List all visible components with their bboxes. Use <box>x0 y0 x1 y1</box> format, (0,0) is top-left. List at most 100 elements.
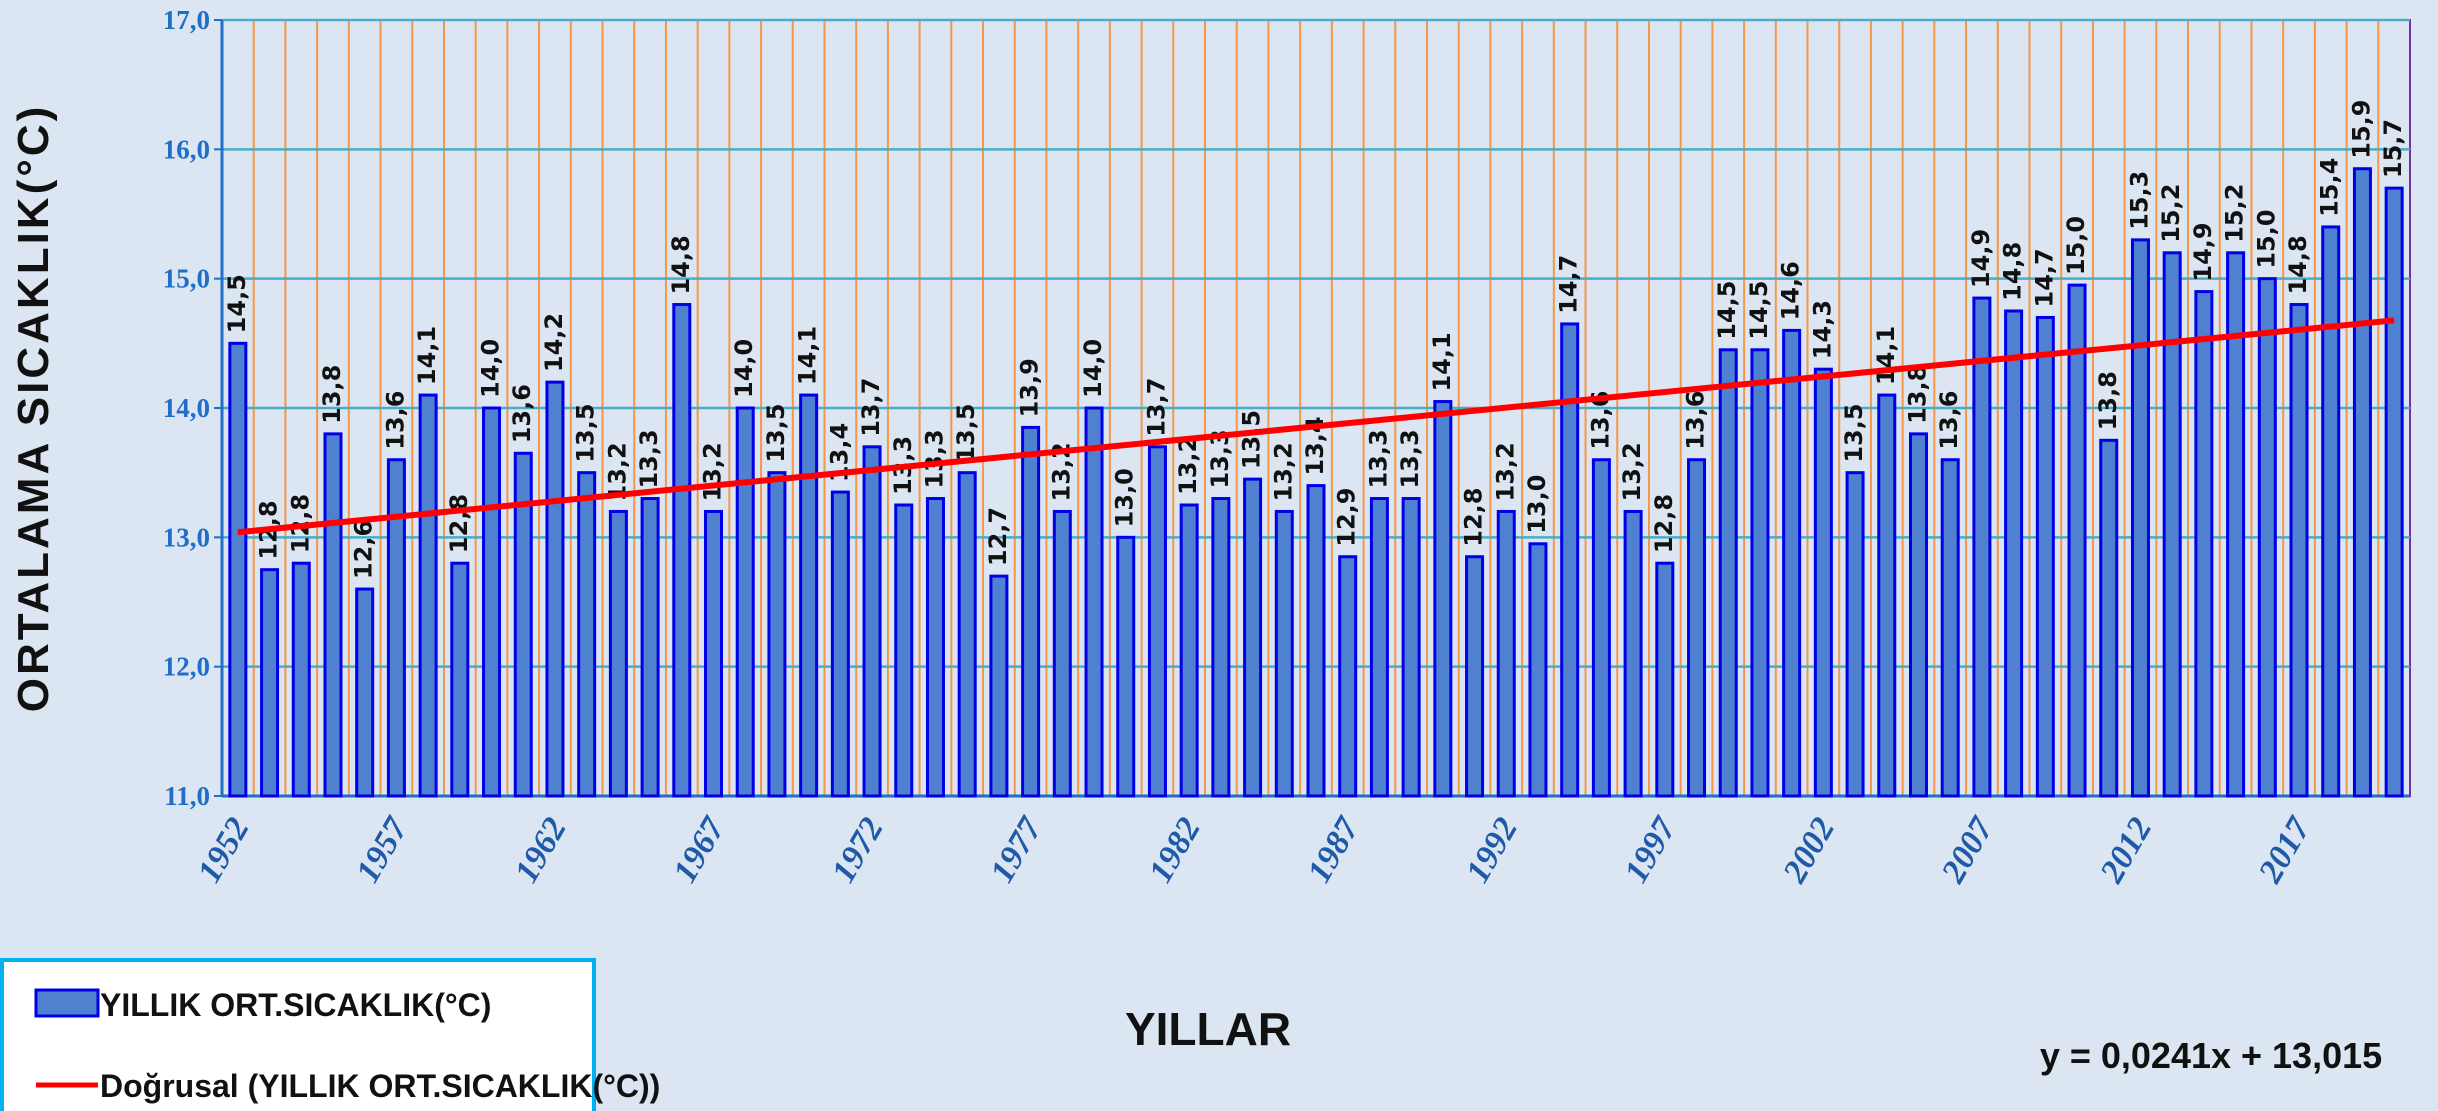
data-label: 13,5 <box>762 403 790 462</box>
bar <box>1084 406 1104 798</box>
bar <box>2067 283 2087 798</box>
data-label: 12,8 <box>1650 494 1678 553</box>
y-tick-label: 17,0 <box>163 5 210 35</box>
bar <box>2289 303 2309 798</box>
bar <box>672 303 692 798</box>
y-tick-label: 16,0 <box>163 134 210 164</box>
data-label: 13,8 <box>2094 371 2122 430</box>
data-label: 14,2 <box>540 313 568 372</box>
bar <box>735 406 755 798</box>
data-label: 14,0 <box>1079 339 1107 398</box>
bar <box>704 509 724 798</box>
bar <box>925 497 945 798</box>
bar <box>1908 432 1928 798</box>
bar <box>2099 438 2119 798</box>
data-label: 12,9 <box>1333 488 1361 547</box>
data-label: 15,0 <box>2062 216 2090 275</box>
data-label: 13,2 <box>1491 442 1519 501</box>
bar <box>1179 503 1199 798</box>
legend-label: Doğrusal (YILLIK ORT.SICAKLIK(°C)) <box>100 1068 660 1104</box>
y-tick-label: 14,0 <box>163 393 210 423</box>
data-label: 15,2 <box>2221 184 2249 243</box>
y-tick-label: 15,0 <box>163 264 210 294</box>
trend-equation: y = 0,0241x + 13,015 <box>2040 1035 2382 1076</box>
bar <box>386 458 406 798</box>
bar <box>1750 348 1770 798</box>
data-label: 12,6 <box>350 520 378 579</box>
bar <box>1591 458 1611 798</box>
bar <box>1845 471 1865 798</box>
bar <box>957 471 977 798</box>
bar <box>1369 497 1389 798</box>
bar <box>2226 251 2246 798</box>
bar <box>862 445 882 798</box>
bar <box>2035 315 2055 798</box>
bar <box>323 432 343 798</box>
y-tick-label: 12,0 <box>163 652 210 682</box>
bar <box>1528 542 1548 798</box>
bar <box>1401 497 1421 798</box>
bar <box>1338 555 1358 798</box>
data-label: 15,2 <box>2157 184 2185 243</box>
data-label: 14,5 <box>1745 281 1773 340</box>
legend <box>0 958 596 1111</box>
data-label: 13,3 <box>1396 429 1424 488</box>
data-label: 13,6 <box>1935 391 1963 450</box>
bar <box>450 561 470 798</box>
bar <box>2321 225 2341 798</box>
y-axis-title: ORTALAMA SICAKLIK(°C) <box>9 104 58 713</box>
data-label: 13,0 <box>1523 475 1551 534</box>
bar <box>577 471 597 798</box>
data-label: 14,0 <box>477 339 505 398</box>
legend-label: YILLIK ORT.SICAKLIK(°C) <box>100 987 491 1023</box>
data-label: 14,1 <box>1872 326 1900 385</box>
data-label: 13,2 <box>699 442 727 501</box>
bar <box>799 393 819 798</box>
data-label: 13,2 <box>1174 436 1202 495</box>
data-label: 12,8 <box>1460 488 1488 547</box>
bar <box>989 574 1009 798</box>
bar <box>1243 477 1263 798</box>
data-label: 15,7 <box>2379 119 2407 178</box>
data-label: 14,9 <box>1967 229 1995 288</box>
data-label: 13,5 <box>952 403 980 462</box>
data-label: 13,0 <box>1111 468 1139 527</box>
bar <box>2004 309 2024 798</box>
data-label: 13,5 <box>572 403 600 462</box>
x-axis-title: YILLAR <box>1125 1003 1291 1055</box>
bar <box>1560 322 1580 798</box>
data-label: 14,1 <box>1428 332 1456 391</box>
data-label: 13,3 <box>635 429 663 488</box>
data-label: 14,1 <box>413 326 441 385</box>
bar <box>1972 296 1992 798</box>
data-label: 15,4 <box>2316 158 2344 217</box>
data-label: 13,2 <box>1618 442 1646 501</box>
data-label: 14,6 <box>1777 261 1805 320</box>
bar <box>1052 509 1072 798</box>
bar <box>1623 509 1643 798</box>
data-label: 13,8 <box>318 365 346 424</box>
data-label: 14,1 <box>794 326 822 385</box>
bar <box>228 341 248 798</box>
bar <box>418 393 438 798</box>
trend-line <box>237 317 2395 536</box>
data-label: 14,7 <box>2030 248 2058 307</box>
data-label: 14,8 <box>667 235 695 294</box>
data-label: 14,8 <box>1999 242 2027 301</box>
bar <box>2162 251 2182 798</box>
legend-swatch <box>34 988 100 1018</box>
data-label: 13,5 <box>1238 410 1266 469</box>
data-label: 14,3 <box>1808 300 1836 359</box>
data-label: 13,6 <box>1682 391 1710 450</box>
bar <box>640 497 660 798</box>
data-label: 13,3 <box>1364 429 1392 488</box>
data-label: 13,3 <box>920 429 948 488</box>
bar <box>608 509 628 798</box>
data-label: 13,5 <box>1840 403 1868 462</box>
bar <box>2194 290 2214 798</box>
data-label: 12,7 <box>984 507 1012 566</box>
bar <box>1877 393 1897 798</box>
data-label: 13,8 <box>1903 365 1931 424</box>
bar <box>355 587 375 798</box>
